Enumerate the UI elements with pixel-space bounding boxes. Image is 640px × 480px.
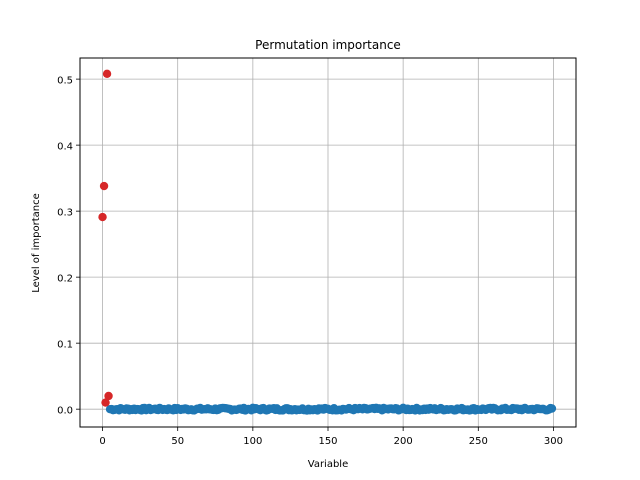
y-tick-label: 0.4 (57, 142, 73, 153)
important-point (98, 212, 107, 222)
x-tick-label: 250 (469, 436, 488, 447)
x-tick-label: 300 (544, 436, 563, 447)
chart-title: Permutation importance (255, 38, 401, 52)
important-point (104, 391, 113, 401)
x-axis-title: Variable (308, 459, 349, 470)
axis-ticks: 0 50 100 150 200 250 300 0.0 0.1 0.2 0.3 0.4 0.5 (57, 76, 563, 447)
x-tick-label: 50 (171, 436, 184, 447)
y-tick-label: 0.2 (57, 274, 73, 285)
data-points (98, 69, 557, 415)
x-tick-label: 100 (243, 436, 262, 447)
x-tick-label: 0 (99, 436, 105, 447)
data-point (547, 404, 557, 413)
x-tick-label: 200 (394, 436, 413, 447)
y-axis-title: Level of importance (31, 193, 42, 293)
y-tick-label: 0.3 (57, 208, 73, 219)
y-tick-label: 0.5 (57, 76, 73, 87)
y-tick-label: 0.1 (57, 340, 73, 351)
important-point (102, 69, 112, 79)
important-point (101, 398, 110, 407)
x-tick-label: 150 (318, 436, 337, 447)
y-tick-label: 0.0 (57, 406, 73, 417)
important-point (99, 181, 109, 191)
